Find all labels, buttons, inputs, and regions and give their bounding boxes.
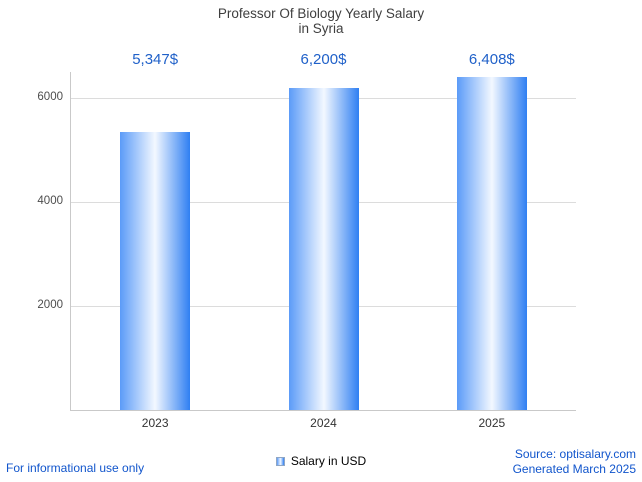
source-block: Source: optisalary.com Generated March 2…	[513, 447, 636, 477]
bar-value-label: 5,347$	[132, 51, 179, 68]
legend: Salary in USD	[0, 454, 642, 468]
disclaimer-label: For informational use only	[6, 461, 145, 475]
plot-area: 2000 4000 6000 5,347$ 2023 6,200$ 2024 6,408$ 20…	[37, 51, 576, 430]
y-axis-tick-label: 4000	[37, 195, 63, 207]
bar-value-label: 6,408$	[468, 51, 515, 68]
legend-label: Salary in USD	[290, 454, 367, 468]
x-axis-tick-label: 2025	[478, 416, 506, 430]
bar-2025	[456, 76, 527, 410]
x-axis-tick-label: 2024	[310, 416, 337, 430]
chart-title: Professor Of Biology Yearly Salary in Sy…	[0, 6, 642, 36]
chart-title-line2: in Syria	[298, 21, 344, 36]
chart-title-line1: Professor Of Biology Yearly Salary	[217, 6, 425, 21]
x-axis-tick-label: 2023	[141, 416, 169, 430]
legend-swatch	[275, 456, 285, 466]
y-axis-tick-label: 6000	[37, 91, 63, 103]
y-axis-tick-label: 2000	[37, 299, 63, 311]
generated-date: Generated March 2025	[512, 462, 636, 476]
disclaimer-text: For informational use only	[6, 461, 144, 475]
bar-2024	[288, 87, 359, 410]
source-link[interactable]: Source: optisalary.com	[514, 447, 636, 461]
bar-value-label: 6,200$	[300, 51, 347, 68]
bar-2023	[120, 131, 191, 410]
